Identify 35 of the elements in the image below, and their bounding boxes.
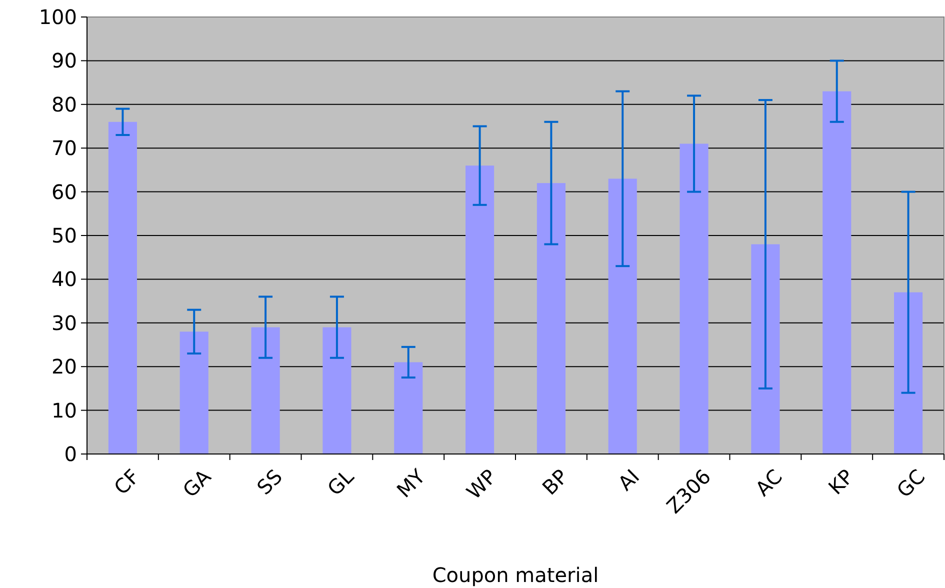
bar	[536, 183, 566, 454]
y-tick-label: 80	[52, 92, 77, 116]
y-tick-label: 10	[52, 398, 77, 422]
bar	[751, 244, 780, 454]
bar	[251, 327, 280, 454]
bar	[680, 144, 708, 454]
y-tick-label: 60	[52, 180, 77, 204]
bar	[466, 166, 494, 454]
y-tick-label: 50	[52, 224, 77, 248]
y-tick-label: 100	[38, 5, 77, 29]
x-tick-label: CF	[109, 464, 144, 500]
x-axis-title: Coupon material	[432, 563, 599, 587]
x-tick-label: AC	[750, 464, 787, 501]
y-tick-label: 90	[52, 48, 77, 73]
bar	[894, 292, 923, 454]
x-tick-label: MY	[392, 464, 430, 502]
x-tick-label: GA	[178, 464, 216, 502]
y-tick-label: 70	[52, 136, 77, 160]
x-tick-label: SS	[252, 464, 287, 500]
x-tick-label: WP	[462, 464, 502, 504]
x-tick-label: KP	[824, 464, 858, 500]
bar	[108, 122, 137, 454]
y-tick-label: 30	[52, 310, 77, 335]
x-tick-label: GL	[322, 464, 359, 500]
x-tick-label: BP	[537, 464, 573, 500]
bar	[180, 332, 208, 454]
bar	[608, 178, 637, 454]
x-tick-label: GC	[892, 464, 930, 502]
y-tick-label: 40	[52, 267, 77, 292]
bar	[394, 362, 423, 454]
bar	[822, 91, 852, 454]
y-tick-label: 20	[52, 354, 77, 379]
y-tick-label: 0	[64, 442, 77, 466]
bar	[322, 327, 352, 454]
x-tick-label: AI	[613, 464, 644, 496]
